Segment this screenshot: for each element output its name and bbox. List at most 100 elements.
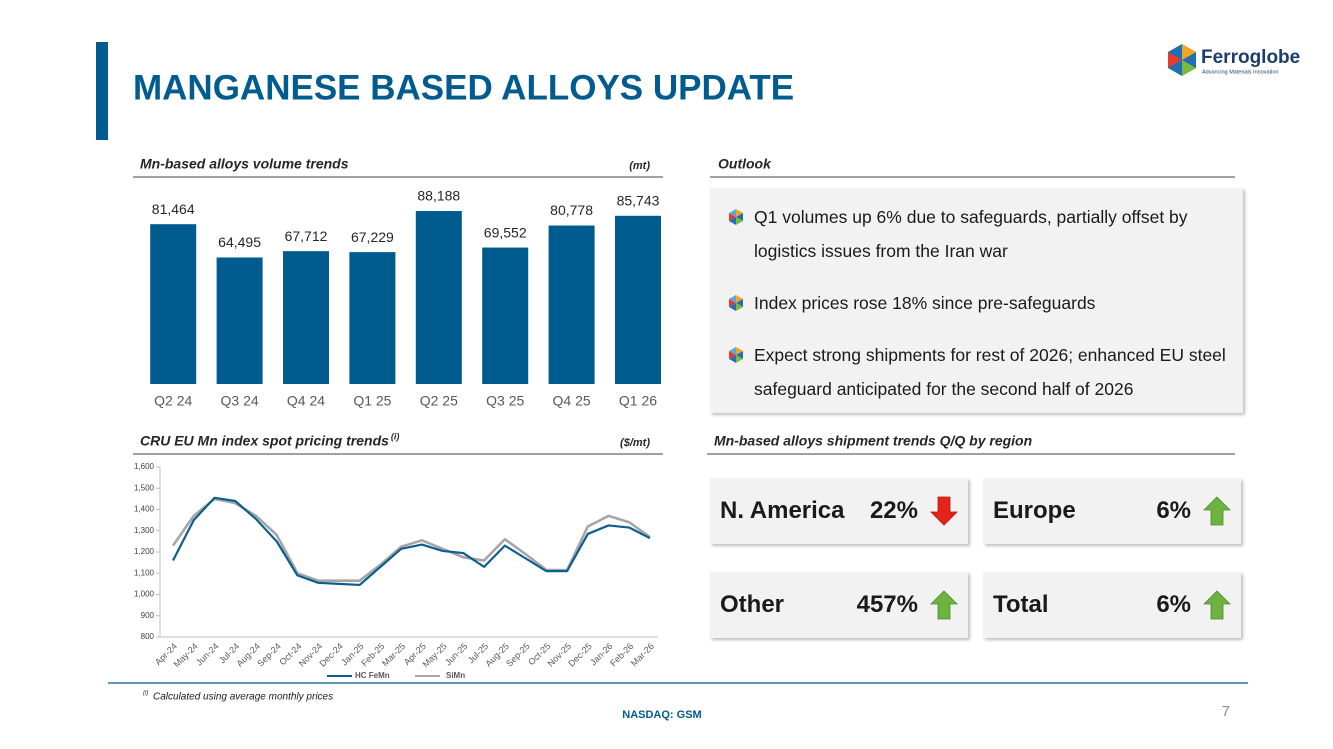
x-tick-label: Sep-24: [255, 641, 283, 669]
outlook-panel: Q1 volumes up 6% due to safeguards, part…: [710, 188, 1243, 413]
bullet-facet: [736, 303, 743, 311]
region-card: Other 457%: [710, 572, 968, 638]
logo: Ferroglobe Advancing Materials Innovatio…: [1168, 44, 1300, 76]
bullet-facet: [736, 299, 743, 307]
x-tick-label: Jun-24: [194, 641, 221, 668]
y-tick-label: 800: [141, 632, 155, 641]
bullet-facet: [736, 295, 743, 303]
legend-label: SiMn: [446, 671, 465, 680]
region-name: Total: [993, 591, 1049, 618]
y-tick-label: 1,300: [134, 526, 155, 535]
bullet-facet: [729, 295, 736, 303]
bullet-text: Expect strong shipments for rest of 2026…: [754, 345, 1226, 399]
bar: [482, 247, 529, 384]
logo-tagline: Advancing Materials Innovation: [1202, 69, 1278, 75]
footnote-marker: (i): [143, 691, 148, 697]
y-tick-label: 1,600: [134, 462, 155, 471]
trend-arrow: [1203, 496, 1231, 526]
bullet-facet: [736, 355, 743, 363]
slide-title: MANGANESE BASED ALLOYS UPDATE: [133, 68, 794, 107]
value-label: 81,464: [152, 201, 195, 217]
logo-facet: [1168, 52, 1182, 68]
y-tick-label: 1,100: [134, 568, 155, 577]
value-label: 64,495: [218, 234, 261, 250]
value-label: 67,712: [285, 228, 328, 244]
region-name: N. America: [720, 497, 845, 524]
bullet-facet: [729, 299, 736, 307]
bar: [283, 251, 329, 384]
bar: [615, 215, 661, 384]
x-tick-label: Q1 25: [353, 393, 391, 409]
region-name: Other: [720, 591, 785, 618]
x-tick-label: Q1 26: [619, 393, 657, 409]
logo-facet: [1182, 44, 1196, 60]
region-name: Europe: [993, 497, 1076, 524]
section-title: Outlook: [718, 156, 772, 172]
bullet-facet: [729, 217, 736, 225]
y-tick-label: 1,500: [134, 483, 155, 492]
x-tick-label: Q2 24: [154, 393, 192, 409]
trend-arrow: [930, 496, 958, 526]
bullet-facet: [736, 213, 743, 221]
unit-label: (mt): [629, 160, 650, 172]
bullet-facet: [729, 213, 736, 221]
y-tick-label: 900: [141, 611, 155, 620]
ticker: NASDAQ: GSM: [622, 709, 701, 721]
arrow-down: [930, 496, 958, 526]
x-tick-label: Sep-25: [504, 641, 532, 669]
bullet-facet: [729, 303, 736, 311]
x-tick-label: Q4 24: [287, 393, 325, 409]
bullet-icon: [729, 209, 743, 225]
value-label: 85,743: [617, 192, 660, 208]
value-label: 67,229: [351, 229, 394, 245]
y-tick-label: 1,000: [134, 590, 155, 599]
logo-facet: [1182, 60, 1196, 76]
bullet-facet: [736, 209, 743, 217]
region-change: 22%: [869, 497, 918, 524]
bar: [415, 211, 462, 384]
trend-arrow: [930, 590, 958, 620]
x-tick-label: Mar-25: [380, 641, 407, 668]
bar: [216, 257, 263, 384]
page-number: 7: [1222, 703, 1230, 720]
bullet-facet: [729, 347, 736, 355]
value-label: 69,552: [484, 224, 527, 240]
x-tick-label: Mar-26: [629, 641, 656, 668]
x-tick-label: Q4 25: [553, 393, 591, 409]
section-title: Mn-based alloys volume trends: [140, 156, 349, 172]
bullet-text: Index prices rose 18% since pre-safeguar…: [754, 293, 1096, 313]
footnote-marker: (i): [391, 431, 400, 441]
region-card: Total 6%: [983, 572, 1241, 638]
x-tick-label: Dec-24: [317, 641, 345, 669]
bullet-item: Q1 volumes up 6% due to safeguards, part…: [728, 200, 1231, 268]
bullet-facet: [736, 217, 743, 225]
bullet-item: Index prices rose 18% since pre-safeguar…: [728, 286, 1231, 320]
bar: [150, 224, 197, 384]
bullet-facet: [729, 355, 736, 363]
region-change: 6%: [1156, 591, 1191, 618]
logo-text: Ferroglobe: [1201, 47, 1300, 68]
bullet-icon: [729, 295, 743, 311]
arrow-up: [1203, 496, 1231, 526]
series-line: [172, 496, 651, 587]
section-title: CRU EU Mn index spot pricing trends: [140, 433, 389, 449]
bullet-facet: [736, 347, 743, 355]
bullet-facet: [729, 351, 736, 359]
legend-label: HC FeMn: [355, 671, 390, 680]
x-tick-label: Dec-25: [566, 641, 594, 669]
bar: [548, 225, 595, 384]
unit-label: ($/mt): [620, 437, 650, 449]
bullet-item: Expect strong shipments for rest of 2026…: [728, 338, 1231, 406]
x-tick-label: Jun-25: [443, 641, 470, 668]
series-line: [171, 497, 651, 582]
arrow-up: [930, 590, 958, 620]
x-tick-label: Q3 24: [221, 393, 259, 409]
region-card: Europe 6%: [983, 478, 1241, 544]
value-label: 80,778: [550, 202, 593, 218]
value-label: 88,188: [417, 188, 460, 204]
y-tick-label: 1,400: [134, 505, 155, 514]
bullet-icon: [729, 347, 743, 363]
region-change: 457%: [856, 591, 918, 618]
